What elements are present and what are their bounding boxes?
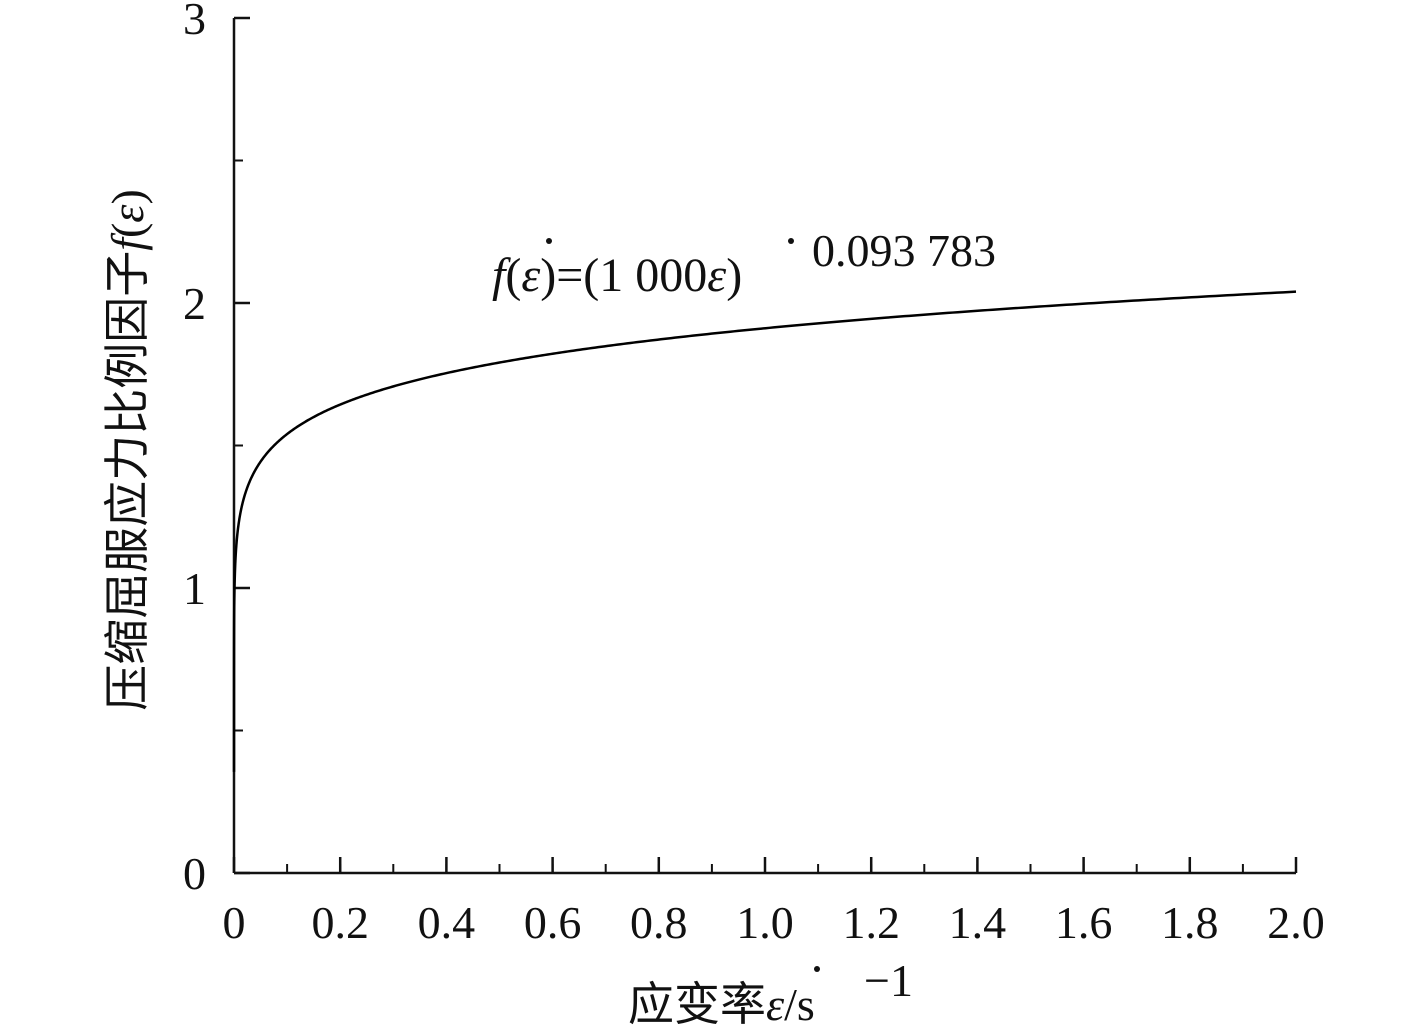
x-tick-label: 0.2 bbox=[311, 897, 369, 948]
x-axis-label-text: 应变率ε/s bbox=[628, 979, 815, 1026]
x-tick-label: 1.0 bbox=[736, 897, 794, 948]
y-axis-label: 压缩屈服应力比例因子f(ε) bbox=[102, 189, 153, 711]
y-ticks: 0 1 2 3 bbox=[183, 0, 250, 899]
series-line bbox=[232, 290, 1297, 772]
x-tick-label: 0 bbox=[223, 897, 246, 948]
x-tick-label: 1.6 bbox=[1055, 897, 1113, 948]
y-tick-label: 3 bbox=[183, 0, 206, 44]
annotation-dot bbox=[546, 238, 552, 244]
x-axis-label-dot bbox=[814, 966, 820, 972]
x-tick-label: 2.0 bbox=[1267, 897, 1325, 948]
x-tick-label: 1.4 bbox=[949, 897, 1007, 948]
x-ticks: 0 0.2 0.4 0.6 0.8 1.0 1.2 1.4 1.6 1.8 2.0 bbox=[223, 857, 1325, 948]
y-tick-label: 0 bbox=[183, 848, 206, 899]
curve-annotation: f(ε)=(1 000ε) 0.093 783 bbox=[492, 225, 996, 302]
x-tick-label: 1.8 bbox=[1161, 897, 1219, 948]
x-tick-label: 0.4 bbox=[418, 897, 476, 948]
annotation-dot bbox=[788, 238, 794, 244]
y-axis-label-text: 压缩屈服应力比例因子f(ε) bbox=[102, 189, 153, 711]
y-tick-label: 1 bbox=[183, 563, 206, 614]
annotation-text: f(ε)=(1 000ε) bbox=[492, 249, 742, 302]
y-tick-label: 2 bbox=[183, 278, 206, 329]
x-tick-label: 1.2 bbox=[842, 897, 900, 948]
x-axis-label: 应变率ε/s −1 bbox=[628, 955, 913, 1026]
x-axis-label-exponent: −1 bbox=[864, 955, 913, 1006]
x-tick-label: 0.6 bbox=[524, 897, 582, 948]
plot-area: 0 0.2 0.4 0.6 0.8 1.0 1.2 1.4 1.6 1.8 2.0 0 1 2 3 bbox=[183, 0, 1325, 948]
x-tick-label: 0.8 bbox=[630, 897, 688, 948]
annotation-exponent: 0.093 783 bbox=[812, 225, 996, 276]
